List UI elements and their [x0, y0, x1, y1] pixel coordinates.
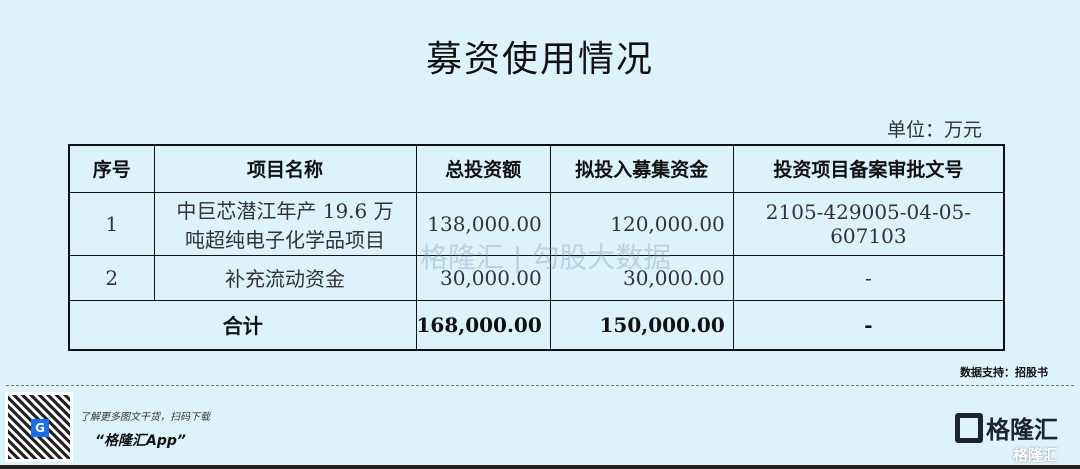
header-no: 序号	[68, 144, 155, 193]
watermark: 格隆汇 | 勾股大数据	[420, 241, 672, 274]
qr-code[interactable]: G	[5, 392, 73, 462]
sum-raised: 150,000.00	[549, 299, 734, 351]
name-line: 中巨芯潜江年产 19.6 万	[176, 198, 394, 223]
footer-promo-text: 了解更多图文干货，扫码下载	[80, 412, 210, 423]
cell-name: 补充流动资金	[153, 254, 417, 301]
cell-no: 2	[68, 254, 155, 301]
page-title: 募资使用情况	[425, 39, 654, 80]
table-sum-row: 合计 168,000.00 150,000.00 -	[68, 299, 1005, 351]
data-source: 数据支持：招股书	[960, 366, 1048, 379]
header-total: 总投资额	[415, 144, 551, 193]
divider	[6, 385, 1074, 386]
sum-approval: -	[732, 299, 1005, 351]
cell-raised: 120,000.00	[549, 191, 734, 256]
table-row: 2 补充流动资金 30,000.00 30,000.00 -	[68, 254, 1005, 301]
fund-usage-table: 序号 项目名称 总投资额 拟投入募集资金 投资项目备案审批文号 1 中巨芯潜江年…	[68, 144, 1005, 351]
cell-no: 1	[68, 191, 155, 256]
cell-total: 30,000.00	[415, 254, 551, 301]
header-name: 项目名称	[153, 144, 417, 193]
unit-label: 单位：万元	[886, 119, 982, 141]
name-line: 吨超纯电子化学品项目	[185, 227, 385, 252]
table-header-row: 序号 项目名称 总投资额 拟投入募集资金 投资项目备案审批文号	[68, 144, 1005, 193]
cell-total: 138,000.00	[415, 191, 551, 256]
table-row: 1 中巨芯潜江年产 19.6 万吨超纯电子化学品项目 138,000.00 12…	[68, 191, 1005, 256]
logo-text: 格隆汇	[986, 416, 1058, 444]
cell-approval: 2105-429005-04-05-607103	[732, 191, 1005, 256]
sum-label: 合计	[68, 299, 417, 351]
logo-watermark: 格隆汇	[1012, 446, 1058, 464]
qr-logo-icon: G	[31, 419, 49, 437]
cell-raised: 30,000.00	[549, 254, 734, 301]
bottom-bar	[0, 465, 1080, 469]
cell-name: 中巨芯潜江年产 19.6 万吨超纯电子化学品项目	[153, 191, 417, 256]
header-raised: 拟投入募集资金	[549, 144, 734, 193]
brand-logo: 格隆汇	[955, 410, 1058, 445]
footer-app-name: “格隆汇App”	[95, 433, 186, 449]
sum-total: 168,000.00	[415, 299, 551, 351]
cell-approval: -	[732, 254, 1005, 301]
header-approval: 投资项目备案审批文号	[732, 144, 1005, 193]
g-logo-icon	[955, 412, 983, 443]
